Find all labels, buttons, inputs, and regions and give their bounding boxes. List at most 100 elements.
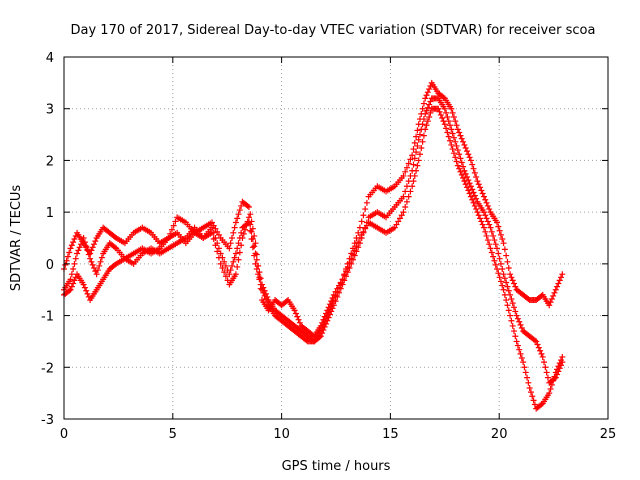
data-point — [538, 292, 545, 299]
data-point — [208, 224, 215, 231]
data-point — [514, 315, 521, 322]
data-point — [424, 104, 431, 111]
data-point — [495, 250, 502, 257]
data-point — [75, 247, 82, 254]
y-tick-label: 4 — [46, 51, 54, 66]
data-point — [411, 139, 418, 146]
data-point — [482, 196, 489, 203]
data-point — [234, 263, 241, 270]
data-points — [61, 79, 566, 412]
y-tick-label: -2 — [41, 361, 54, 376]
data-point — [96, 262, 103, 269]
data-point — [247, 221, 254, 228]
data-point — [346, 259, 353, 266]
data-point — [409, 183, 416, 190]
data-point — [409, 152, 416, 159]
data-point — [400, 193, 407, 200]
data-point — [227, 240, 234, 247]
data-point — [467, 183, 474, 190]
data-point — [517, 321, 524, 328]
data-point — [363, 222, 370, 229]
data-point — [479, 190, 486, 197]
data-point — [291, 307, 298, 314]
data-point — [296, 319, 303, 326]
data-point — [353, 243, 360, 250]
data-point — [355, 229, 362, 236]
data-point — [251, 243, 258, 250]
data-point — [441, 105, 448, 112]
data-point — [475, 212, 482, 219]
data-point — [355, 239, 362, 246]
data-point — [244, 202, 251, 209]
data-point — [85, 251, 92, 258]
data-point — [239, 235, 246, 241]
data-point — [356, 224, 363, 231]
data-point — [70, 280, 77, 287]
data-point — [452, 118, 459, 125]
data-point — [259, 281, 266, 288]
data-point — [462, 145, 469, 152]
data-point — [457, 155, 464, 162]
data-point — [507, 312, 514, 319]
data-point — [419, 138, 426, 145]
data-point — [499, 236, 506, 243]
data-point — [542, 364, 549, 371]
data-point — [68, 242, 75, 249]
data-point — [509, 322, 516, 329]
chart-title: Day 170 of 2017, Sidereal Day-to-day VTE… — [71, 23, 596, 38]
data-point — [424, 89, 431, 96]
data-point — [531, 401, 538, 408]
data-point — [440, 94, 447, 101]
data-point — [232, 271, 239, 278]
data-point — [505, 264, 512, 271]
data-point — [486, 241, 493, 248]
data-point — [461, 178, 468, 185]
data-point — [484, 237, 491, 244]
data-point — [232, 250, 239, 257]
data-point — [491, 237, 498, 244]
data-point — [257, 275, 264, 282]
data-point — [552, 286, 559, 293]
data-point — [393, 221, 400, 228]
data-point — [513, 338, 520, 345]
data-point — [228, 235, 235, 241]
x-tick-label: 20 — [491, 427, 508, 442]
data-point — [215, 231, 222, 238]
data-point — [427, 109, 434, 116]
data-point — [463, 184, 470, 191]
y-tick-label: -1 — [41, 310, 54, 325]
data-point — [521, 364, 528, 371]
data-point — [452, 154, 459, 161]
data-point — [238, 242, 245, 249]
data-point — [420, 132, 427, 139]
data-point — [326, 306, 333, 313]
data-point — [66, 287, 73, 294]
data-point — [522, 369, 529, 376]
data-point — [470, 165, 477, 172]
data-point — [411, 155, 418, 162]
data-point — [443, 125, 450, 132]
data-point — [463, 173, 470, 180]
data-point — [461, 141, 468, 148]
data-point — [403, 183, 410, 190]
data-point — [410, 161, 417, 168]
plot-frame — [63, 56, 609, 420]
data-point — [460, 175, 467, 182]
data-point — [508, 317, 515, 324]
data-point — [454, 126, 461, 133]
data-point — [360, 228, 367, 235]
data-point — [471, 192, 478, 199]
data-point — [512, 283, 519, 290]
data-point — [488, 249, 495, 256]
data-point — [501, 275, 508, 282]
series-track-1 — [61, 79, 566, 340]
data-point — [422, 110, 429, 117]
data-point — [501, 246, 508, 253]
data-point — [81, 284, 88, 291]
data-point — [68, 283, 75, 290]
data-point — [543, 369, 550, 376]
data-point — [256, 276, 263, 283]
data-point — [550, 292, 557, 299]
data-point — [348, 255, 355, 262]
data-point — [488, 228, 495, 235]
